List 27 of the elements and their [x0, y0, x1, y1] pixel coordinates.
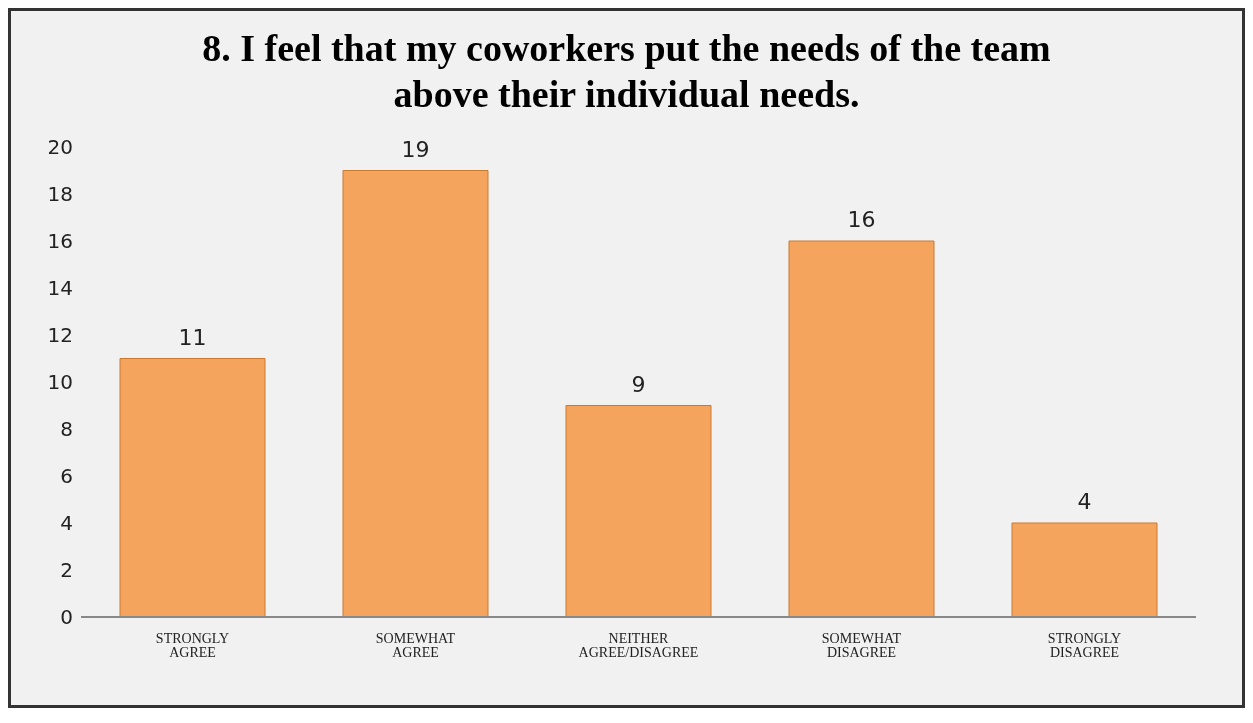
y-tick-label: 6	[60, 464, 73, 489]
y-tick-label: 8	[60, 417, 73, 442]
chart-title: 8. I feel that my coworkers put the needs of the team above their individual needs.	[201, 26, 1052, 117]
data-label: 11	[178, 324, 207, 350]
y-tick-label: 18	[47, 182, 73, 207]
data-label: 16	[847, 207, 876, 232]
bar	[788, 240, 935, 617]
y-tick-label: 2	[60, 558, 73, 583]
data-label: 9	[631, 371, 646, 397]
y-tick-label: 12	[47, 323, 73, 348]
x-tick-label: STRONGLY DISAGREE	[1047, 630, 1122, 660]
x-tick-label: STRONGLY AGREE	[155, 630, 230, 660]
bar	[342, 170, 489, 617]
y-tick-label: 10	[47, 370, 73, 395]
bar	[565, 405, 712, 617]
y-tick-label: 20	[47, 135, 73, 160]
y-tick-label: 4	[60, 511, 73, 536]
data-label: 19	[401, 136, 430, 162]
x-tick-label: NEITHER AGREE/DISAGREE	[578, 630, 699, 660]
bar	[119, 358, 266, 617]
data-label: 4	[1077, 489, 1092, 514]
y-tick-label: 16	[47, 229, 73, 254]
x-tick-label: SOMEWHAT AGREE	[375, 630, 456, 660]
x-tick-label: SOMEWHAT DISAGREE	[821, 630, 902, 660]
y-tick-label: 14	[47, 276, 73, 301]
bar	[1011, 522, 1158, 617]
y-tick-label: 0	[60, 605, 73, 630]
